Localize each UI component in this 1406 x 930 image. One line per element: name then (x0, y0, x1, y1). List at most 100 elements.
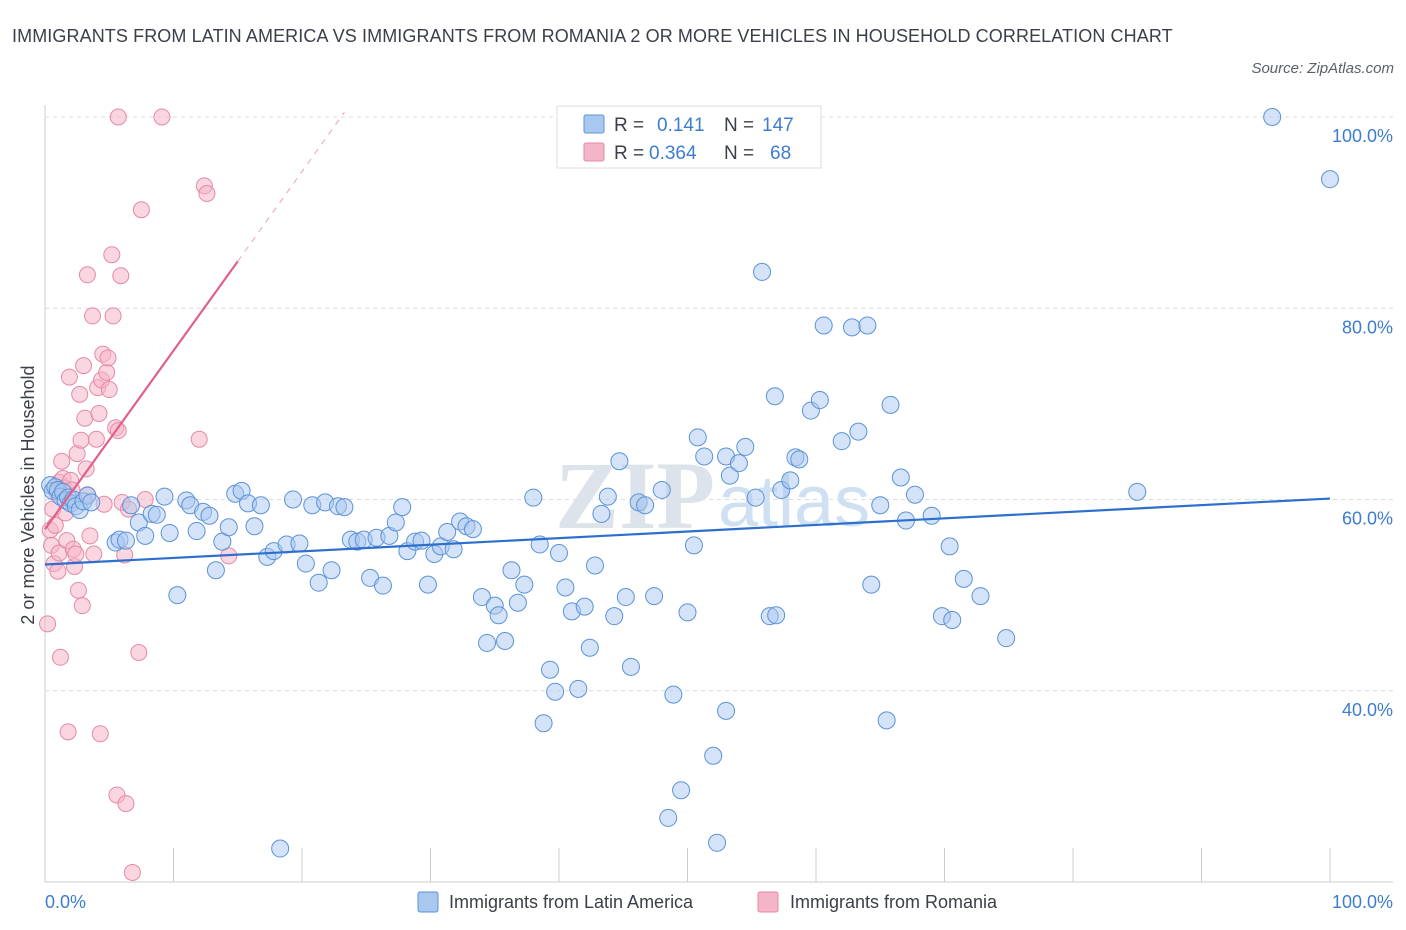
latin-america-point (858, 316, 877, 335)
latin-america-point (717, 701, 736, 720)
latin-america-point (271, 839, 290, 858)
romania-point (109, 108, 127, 126)
romania-point (198, 185, 216, 202)
latin-america-point (652, 480, 671, 499)
latin-america-point (541, 660, 560, 679)
latin-america-point (147, 505, 166, 524)
legend-r-label-pink: R = (614, 143, 644, 164)
latin-america-point (168, 586, 187, 605)
latin-america-point (546, 682, 565, 701)
latin-america-point (636, 496, 655, 515)
romania-point (72, 431, 90, 449)
latin-america-point (871, 496, 890, 515)
y-axis-label: 2 or more Vehicles in Household (18, 365, 38, 624)
y-tick-label: 100.0% (1332, 126, 1393, 146)
latin-america-point (1321, 170, 1339, 189)
latin-america-point (684, 536, 703, 555)
latin-america-point (790, 450, 809, 469)
latin-america-point (753, 262, 772, 281)
legend-r-value-pink: 0.364 (649, 143, 697, 164)
latin-america-point (187, 522, 206, 541)
latin-america-point (580, 638, 599, 657)
romania-point (190, 430, 208, 448)
latin-america-point (621, 657, 640, 676)
latin-america-point (765, 387, 784, 406)
latin-america-point (704, 746, 723, 765)
latin-america-point (605, 607, 624, 626)
romania-point (84, 307, 102, 325)
grid-lines (45, 116, 1393, 692)
romania-point (53, 452, 71, 470)
latin-america-point (393, 498, 412, 517)
latin-america-point (736, 437, 755, 456)
legend-n-label-blue: N = (724, 115, 754, 136)
latin-america-points (41, 108, 1339, 858)
bottom-legend-swatch-pink (757, 891, 779, 913)
latin-america-point (502, 561, 521, 580)
x-tick-label-max: 100.0% (1332, 892, 1393, 912)
latin-america-point (206, 561, 225, 580)
latin-america-point (335, 498, 354, 517)
romania-point (91, 725, 109, 743)
latin-america-point (438, 523, 457, 542)
latin-america-point (616, 588, 635, 607)
latin-america-point (598, 487, 617, 506)
latin-america-point (881, 395, 900, 414)
latin-america-point (418, 575, 437, 594)
romania-point (117, 795, 135, 813)
latin-america-point (862, 575, 881, 594)
romania-point (73, 597, 91, 615)
latin-america-point (290, 534, 309, 553)
latin-america-point (251, 496, 270, 515)
latin-america-point (309, 573, 328, 592)
romania-point (49, 562, 67, 580)
latin-america-point (922, 506, 941, 525)
latin-america-point (1263, 108, 1282, 126)
latin-america-point (672, 781, 691, 800)
y-tick-label: 60.0% (1342, 509, 1393, 529)
romania-point (51, 648, 69, 666)
trend-line-latin-america (44, 497, 1331, 566)
latin-america-point (767, 606, 786, 625)
latin-america-point (954, 569, 973, 588)
latin-america-point (550, 544, 568, 563)
latin-america-point (585, 556, 604, 575)
romania-point (69, 581, 87, 599)
latin-america-point (688, 428, 707, 447)
latin-america-point (296, 554, 315, 573)
latin-america-point (463, 520, 482, 539)
legend-r-label-blue: R = (614, 115, 644, 136)
romania-point (60, 368, 78, 386)
source-credit: Source: ZipAtlas.com (1251, 60, 1394, 77)
latin-america-point (877, 711, 896, 730)
latin-america-point (905, 485, 924, 504)
romania-point (78, 266, 96, 284)
romania-point (71, 385, 89, 403)
x-tick-label-min: 0.0% (45, 892, 86, 912)
romania-point (98, 363, 116, 381)
trend-lines (44, 111, 1331, 566)
latin-america-point (472, 588, 491, 607)
latin-america-point (720, 466, 739, 485)
latin-america-point (508, 593, 527, 612)
latin-america-point (373, 576, 392, 595)
chart-title: IMMIGRANTS FROM LATIN AMERICA VS IMMIGRA… (12, 26, 1173, 46)
latin-america-point (122, 496, 141, 515)
latin-america-point (842, 318, 861, 337)
romania-point (123, 863, 141, 881)
romania-point (99, 349, 117, 367)
latin-america-point (832, 432, 851, 451)
latin-america-point (645, 587, 664, 606)
latin-america-point (729, 454, 748, 473)
latin-america-point (746, 488, 765, 507)
y-tick-label: 40.0% (1342, 700, 1393, 720)
bottom-legend-label-pink: Immigrants from Romania (790, 892, 998, 912)
legend-swatch-blue (583, 114, 605, 134)
latin-america-point (1128, 482, 1147, 501)
romania-point (112, 267, 130, 285)
latin-america-point (245, 517, 264, 536)
latin-america-point (592, 504, 611, 523)
legend-n-value-pink: 68 (770, 143, 791, 164)
latin-america-point (940, 537, 959, 556)
